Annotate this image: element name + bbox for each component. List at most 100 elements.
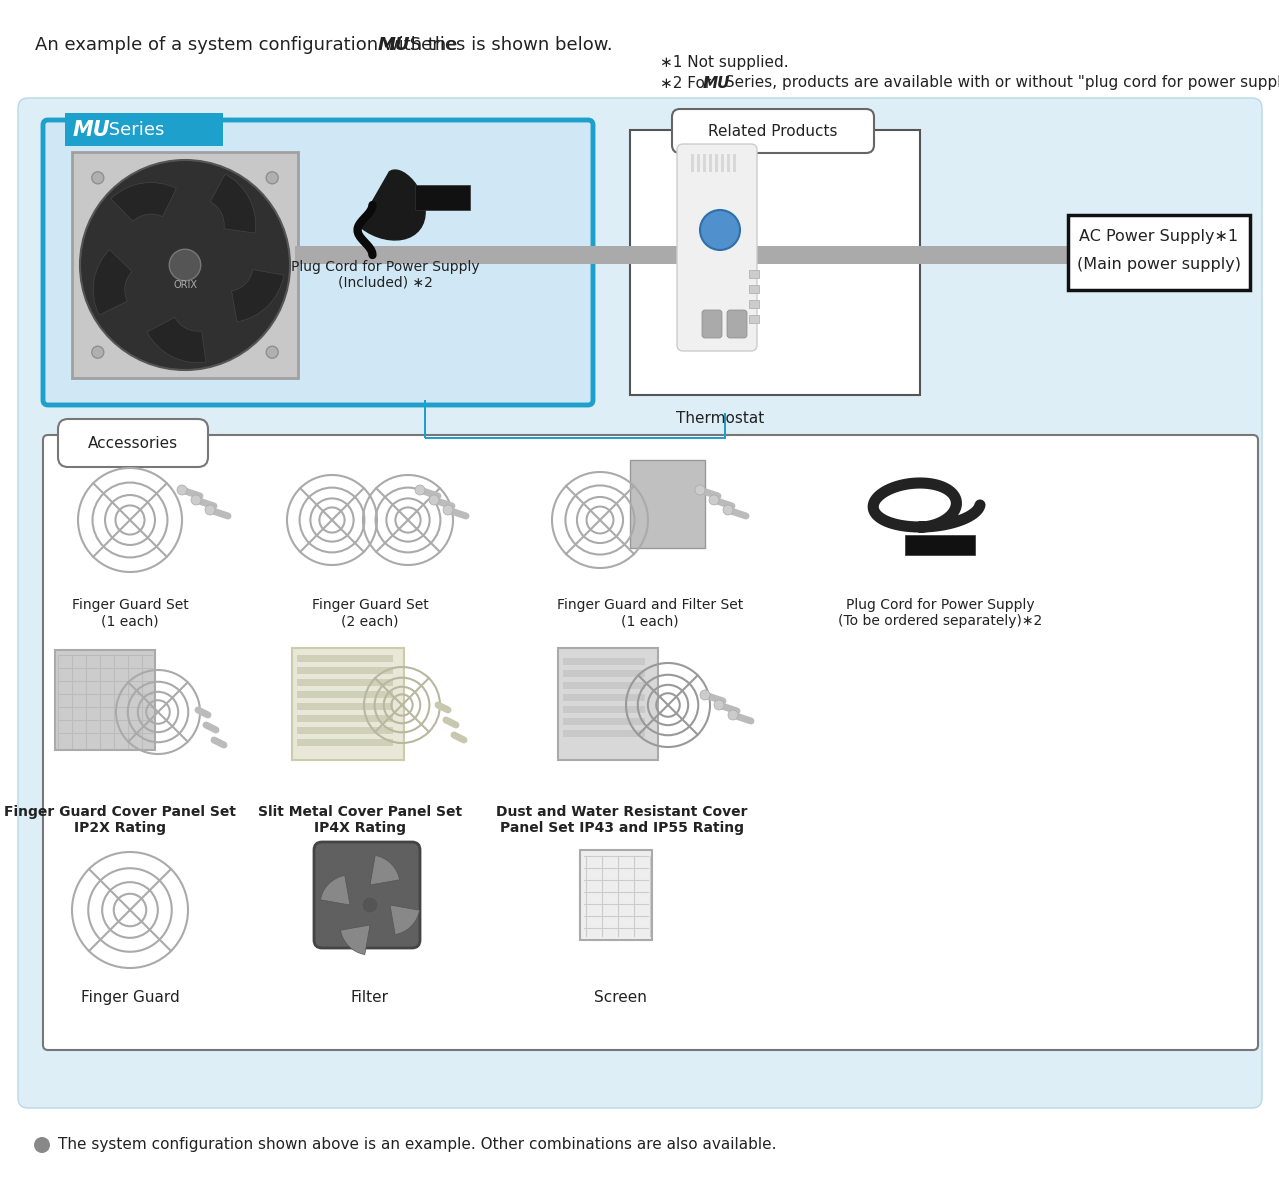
Polygon shape	[358, 170, 425, 240]
Circle shape	[266, 172, 279, 184]
Text: Related Products: Related Products	[709, 124, 838, 138]
Wedge shape	[93, 250, 132, 315]
Bar	[65, 113, 223, 146]
Text: (Main power supply): (Main power supply)	[1077, 257, 1241, 273]
Circle shape	[266, 346, 279, 359]
Text: Finger Guard: Finger Guard	[81, 990, 179, 1005]
Bar	[703, 155, 706, 172]
Text: Finger Guard Cover Panel Set
IP2X Rating: Finger Guard Cover Panel Set IP2X Rating	[4, 805, 237, 835]
Bar	[292, 648, 404, 760]
FancyBboxPatch shape	[677, 144, 757, 350]
Circle shape	[205, 505, 215, 514]
Circle shape	[714, 700, 724, 710]
Bar	[297, 703, 393, 710]
Text: MU: MU	[379, 37, 411, 54]
Bar	[721, 155, 724, 172]
Text: MU: MU	[73, 120, 111, 140]
Bar	[631, 460, 705, 548]
Bar	[579, 850, 652, 940]
Bar	[297, 655, 393, 662]
FancyBboxPatch shape	[43, 435, 1259, 1050]
Text: Finger Guard Set
(1 each): Finger Guard Set (1 each)	[72, 598, 188, 628]
Circle shape	[709, 494, 719, 505]
Circle shape	[700, 690, 710, 700]
Bar	[563, 670, 645, 677]
Bar	[297, 739, 393, 746]
FancyBboxPatch shape	[671, 109, 874, 153]
Circle shape	[191, 494, 201, 505]
Bar	[631, 130, 920, 395]
Bar	[563, 730, 645, 738]
Circle shape	[81, 160, 290, 371]
Bar	[425, 400, 426, 438]
Circle shape	[700, 210, 741, 250]
Bar	[749, 315, 758, 323]
Text: (To be ordered separately)∗2: (To be ordered separately)∗2	[838, 614, 1042, 628]
Text: Series, products are available with or without "plug cord for power supply" (1 m: Series, products are available with or w…	[720, 76, 1279, 91]
Bar	[715, 155, 718, 172]
Wedge shape	[390, 905, 420, 935]
Bar	[726, 155, 730, 172]
Wedge shape	[111, 183, 177, 222]
Wedge shape	[210, 175, 256, 234]
Circle shape	[362, 897, 379, 913]
FancyBboxPatch shape	[43, 120, 593, 405]
Circle shape	[723, 505, 733, 514]
Circle shape	[169, 249, 201, 281]
Bar	[563, 706, 645, 713]
Text: MU: MU	[703, 76, 730, 91]
Circle shape	[92, 346, 104, 359]
Circle shape	[177, 485, 187, 494]
Text: Accessories: Accessories	[88, 435, 178, 451]
Bar	[72, 152, 298, 378]
Text: Plug Cord for Power Supply: Plug Cord for Power Supply	[845, 598, 1035, 612]
Text: (Included) ∗2: (Included) ∗2	[338, 275, 432, 289]
Text: Filter: Filter	[350, 990, 389, 1005]
Text: Slit Metal Cover Panel Set
IP4X Rating: Slit Metal Cover Panel Set IP4X Rating	[258, 805, 462, 835]
Text: An example of a system configuration with the: An example of a system configuration wit…	[35, 37, 463, 54]
Bar	[297, 715, 393, 722]
Bar	[414, 185, 469, 210]
Wedge shape	[340, 925, 370, 955]
Text: Dust and Water Resistant Cover
Panel Set IP43 and IP55 Rating: Dust and Water Resistant Cover Panel Set…	[496, 805, 748, 835]
Circle shape	[443, 505, 453, 514]
Bar	[697, 155, 700, 172]
Bar	[558, 648, 657, 760]
Wedge shape	[147, 317, 206, 362]
Bar	[563, 717, 645, 725]
Text: Finger Guard Set
(2 each): Finger Guard Set (2 each)	[312, 598, 428, 628]
Circle shape	[694, 485, 705, 494]
Bar	[709, 155, 712, 172]
Bar	[749, 300, 758, 308]
Bar	[297, 691, 393, 699]
Bar	[563, 658, 645, 666]
Text: Screen: Screen	[593, 990, 646, 1005]
Bar	[297, 667, 393, 674]
Text: AC Power Supply∗1: AC Power Supply∗1	[1079, 229, 1238, 244]
Text: Thermostat: Thermostat	[675, 411, 764, 426]
Text: ∗1 Not supplied.: ∗1 Not supplied.	[660, 55, 789, 71]
Bar	[691, 155, 694, 172]
FancyBboxPatch shape	[18, 98, 1262, 1108]
Wedge shape	[321, 876, 350, 905]
Circle shape	[428, 494, 439, 505]
Bar	[724, 413, 726, 439]
Wedge shape	[370, 856, 399, 885]
Bar	[1068, 215, 1250, 290]
Circle shape	[35, 1138, 50, 1153]
Text: Series: Series	[104, 122, 165, 139]
Bar	[297, 678, 393, 686]
Text: The system configuration shown above is an example. Other combinations are also : The system configuration shown above is …	[58, 1138, 776, 1153]
FancyBboxPatch shape	[58, 419, 208, 467]
Bar	[906, 535, 975, 555]
Text: ∗2 For: ∗2 For	[660, 76, 716, 91]
Text: ORIX: ORIX	[173, 280, 197, 290]
Bar	[425, 437, 725, 439]
Text: Plug Cord for Power Supply: Plug Cord for Power Supply	[290, 260, 480, 274]
Bar	[563, 682, 645, 689]
Circle shape	[414, 485, 425, 494]
Bar	[297, 727, 393, 734]
Wedge shape	[231, 269, 284, 322]
Bar	[563, 694, 645, 701]
FancyBboxPatch shape	[702, 310, 723, 337]
